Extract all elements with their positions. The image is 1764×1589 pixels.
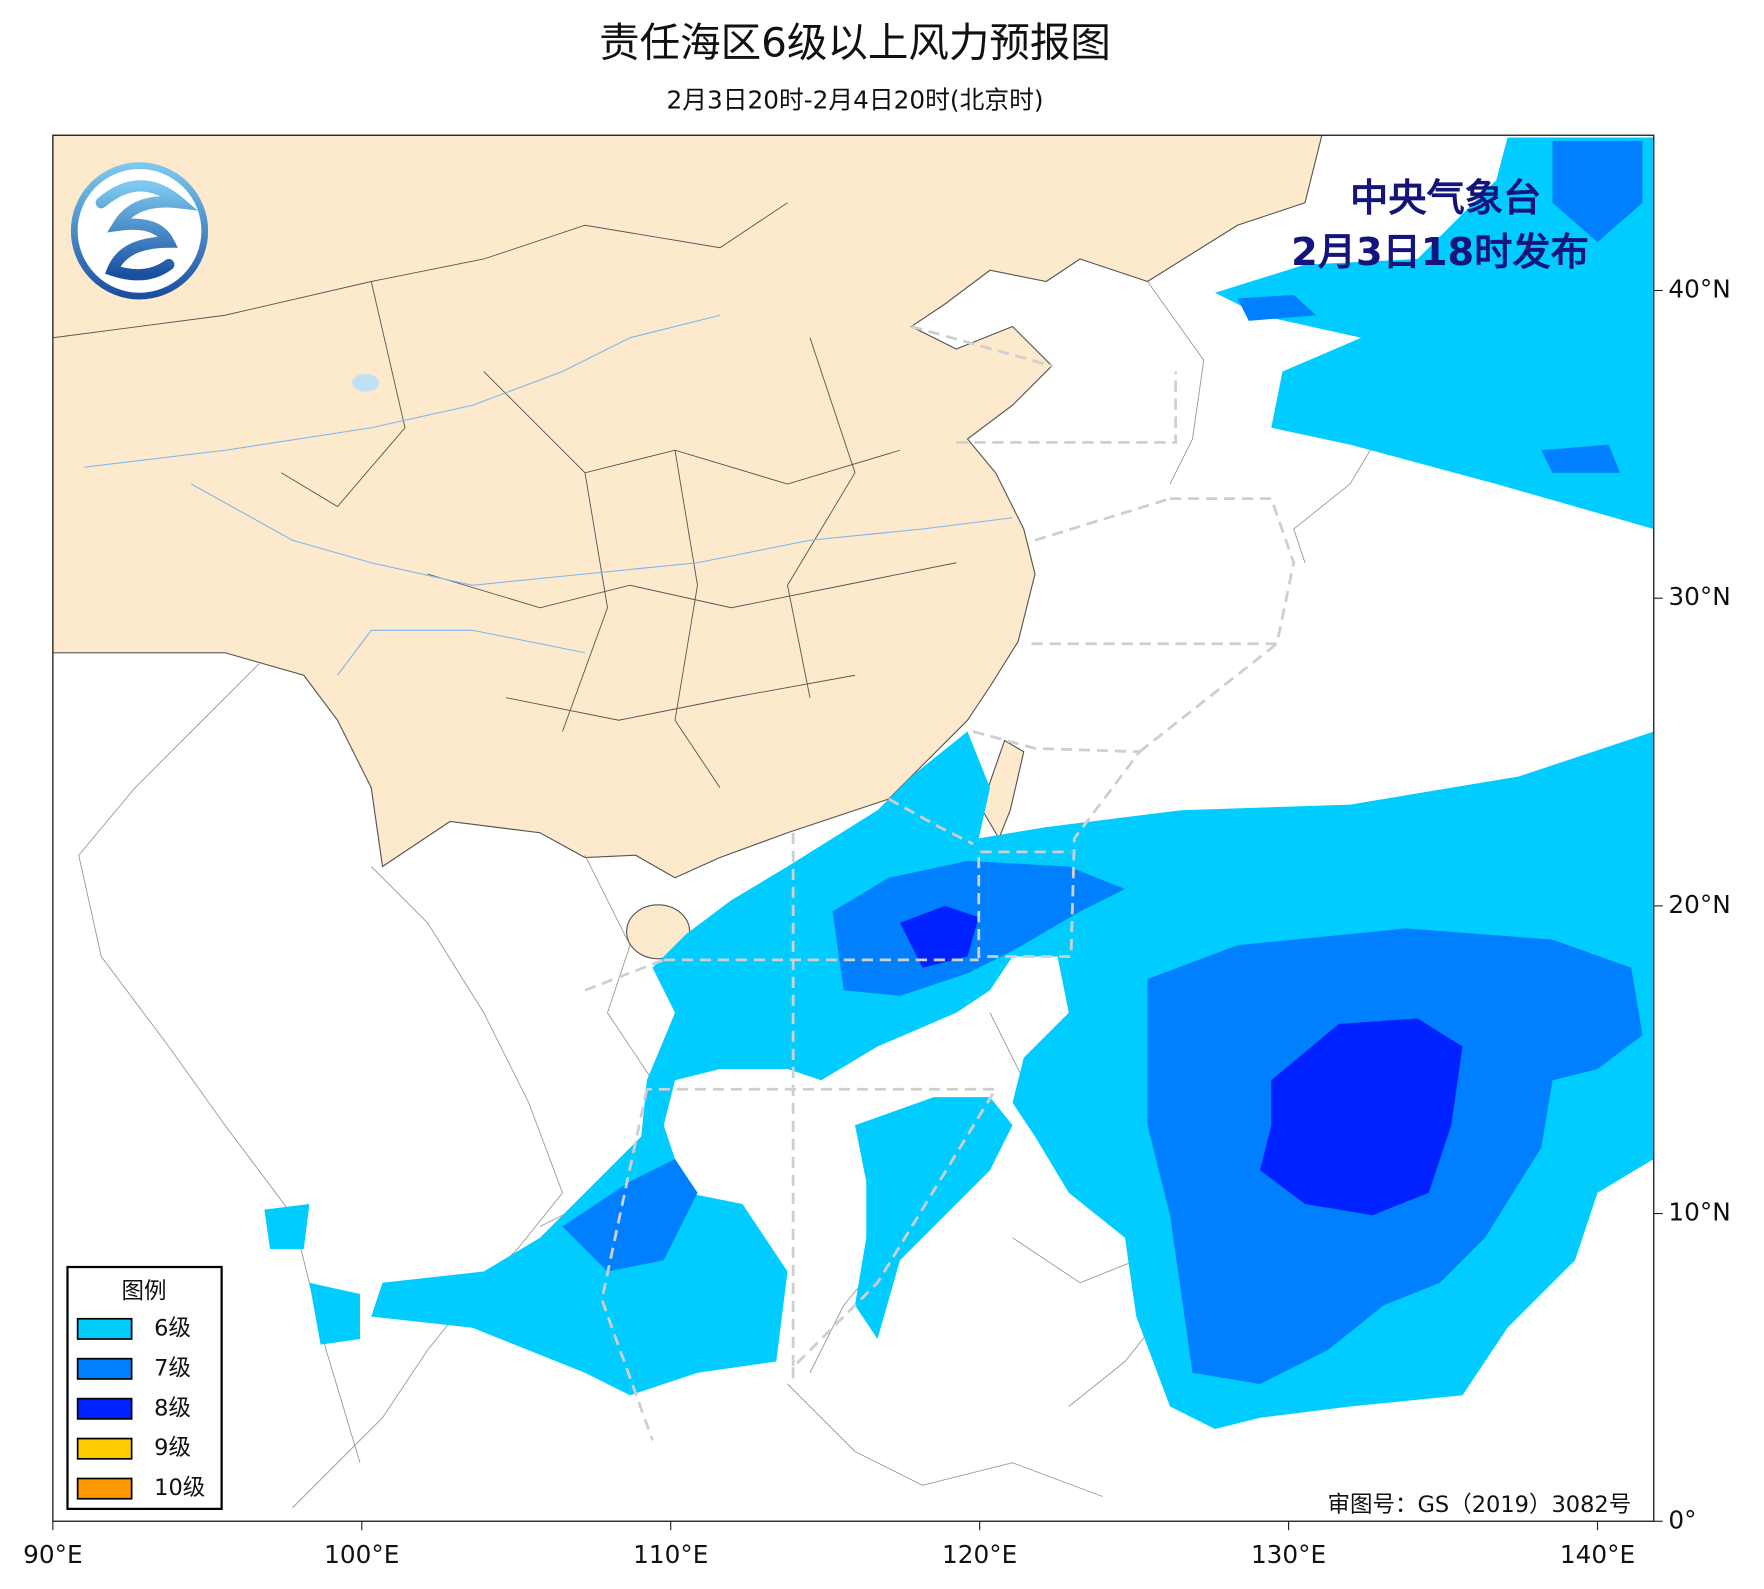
wind-area bbox=[264, 1097, 1013, 1345]
issue-time: 2月3日18时发布 bbox=[1291, 230, 1589, 275]
x-tick-label: 140°E bbox=[1560, 1540, 1635, 1569]
y-tick-label: 20°N bbox=[1668, 890, 1730, 919]
wind-area bbox=[1215, 137, 1654, 529]
approval-number: 审图号：GS（2019）3082号 bbox=[1328, 1492, 1632, 1518]
legend-label: 7级 bbox=[154, 1355, 191, 1381]
map-body bbox=[52, 135, 1654, 1522]
legend-label: 6级 bbox=[154, 1315, 191, 1341]
legend-swatch bbox=[76, 1357, 133, 1380]
legend-swatch bbox=[76, 1477, 133, 1500]
y-tick-label: 0° bbox=[1668, 1505, 1696, 1534]
issuer-name: 中央气象台 bbox=[1350, 176, 1541, 221]
legend: 图例 6级 7级 8级 9级 10级 bbox=[66, 1265, 223, 1510]
subtitle: 2月3日20时-2月4日20时(北京时) bbox=[667, 86, 1044, 115]
map-frame bbox=[52, 134, 1655, 1522]
title: 责任海区6级以上风力预报图 bbox=[599, 18, 1111, 66]
x-tick-label: 120°E bbox=[942, 1540, 1017, 1569]
legend-label: 9级 bbox=[154, 1435, 191, 1461]
wind-area bbox=[1237, 140, 1643, 473]
legend-label: 8级 bbox=[154, 1395, 191, 1421]
y-tick-label: 10°N bbox=[1668, 1198, 1730, 1227]
y-tick-label: 40°N bbox=[1668, 275, 1730, 304]
legend-swatch bbox=[76, 1397, 133, 1420]
axes: 90°E 100°E 110°E 120°E 130°E 140°E 0° 10°N 20°N 3… bbox=[23, 275, 1731, 1570]
legend-swatch bbox=[76, 1317, 133, 1340]
x-tick-label: 100°E bbox=[324, 1540, 399, 1569]
wind-area bbox=[900, 905, 1463, 1216]
legend-title: 图例 bbox=[121, 1278, 166, 1304]
logo bbox=[70, 162, 209, 300]
x-tick-label: 110°E bbox=[633, 1540, 708, 1569]
legend-label: 10级 bbox=[154, 1475, 205, 1501]
x-tick-label: 130°E bbox=[1251, 1540, 1326, 1569]
y-tick-label: 30°N bbox=[1668, 582, 1730, 611]
wind-area bbox=[562, 860, 1643, 1384]
wind-areas bbox=[264, 137, 1654, 1429]
x-tick-label: 90°E bbox=[23, 1540, 83, 1569]
legend-swatch bbox=[76, 1437, 133, 1460]
